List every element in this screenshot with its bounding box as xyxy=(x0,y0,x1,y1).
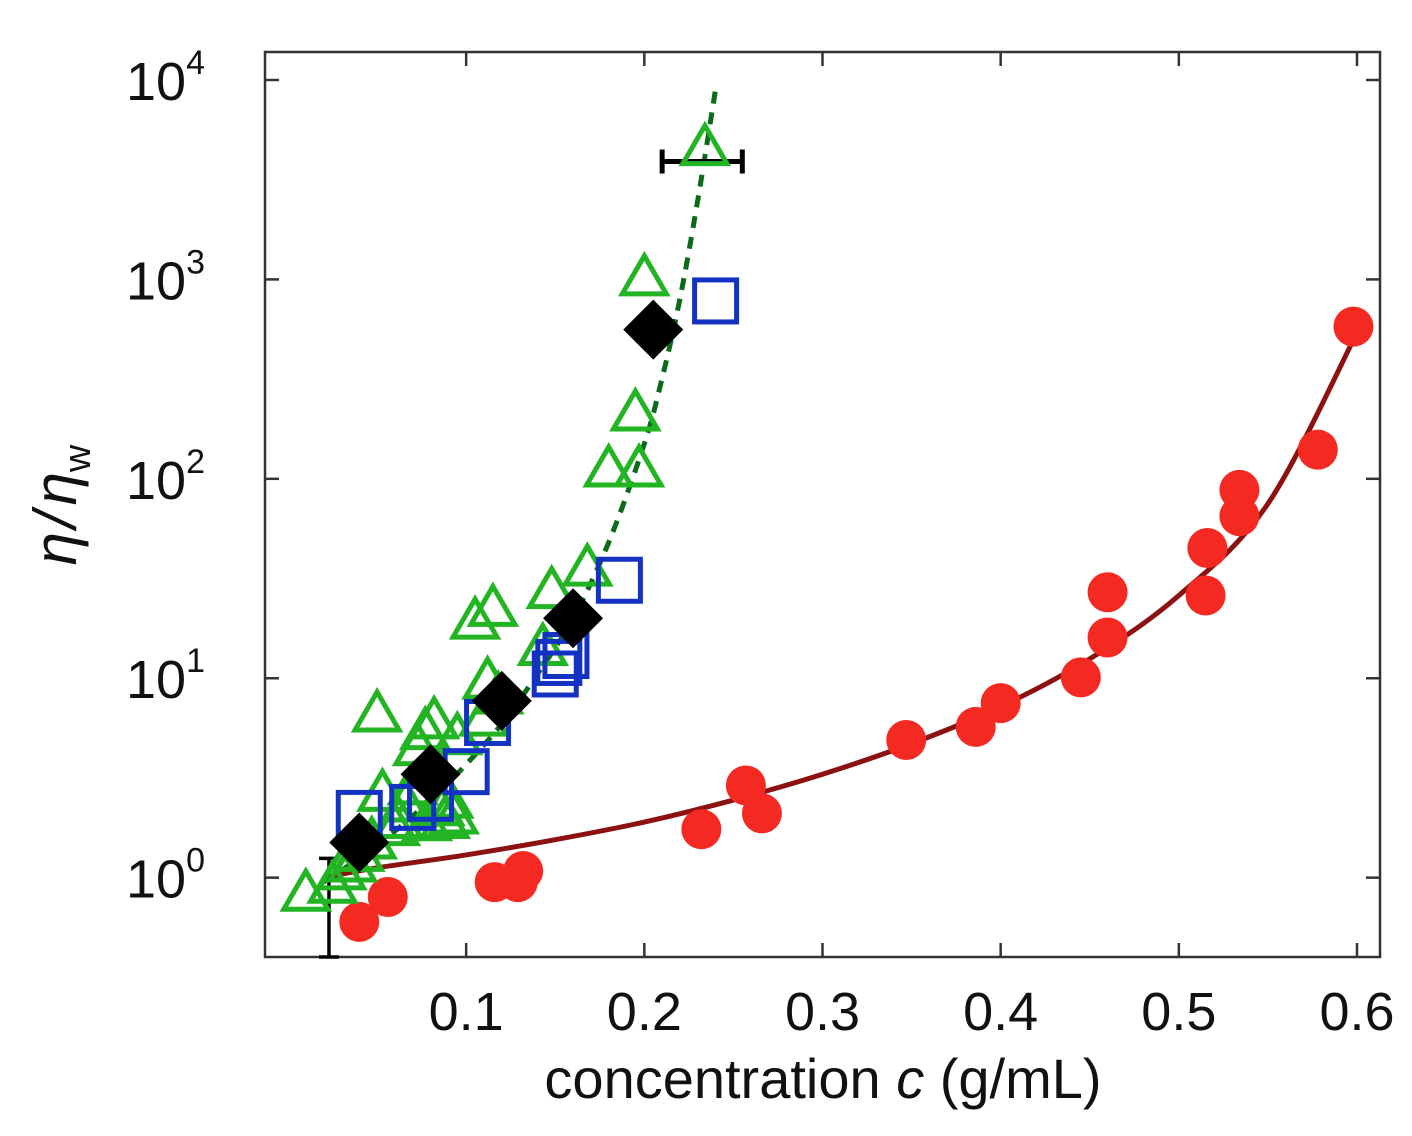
green-triangle-point xyxy=(427,789,481,835)
y-tick-label: 102 xyxy=(126,443,205,511)
x-tick-label: 0.1 xyxy=(429,982,504,1042)
green-triangle-point xyxy=(560,541,614,587)
blue-square-point xyxy=(692,277,740,325)
y-axis-title: η/ηw xyxy=(22,444,99,565)
x-tick-label: 0.2 xyxy=(607,982,682,1042)
red-solid-fit-line xyxy=(323,331,1360,881)
green-triangle-point xyxy=(407,693,461,740)
green-triangle-point xyxy=(350,686,404,733)
fit-curves xyxy=(322,88,1360,885)
red-circle-point xyxy=(367,876,408,917)
red-circle-point xyxy=(886,720,927,761)
blue-square-point xyxy=(595,556,643,604)
red-circle-point xyxy=(339,901,380,942)
red-circle-point xyxy=(1087,617,1128,658)
red-circle-point xyxy=(681,809,722,850)
y-tick-label: 101 xyxy=(126,642,205,710)
axis-ticks: 0.1 0.2 0.3 0.4 0.5 0.6 100 101 102 103 104 xyxy=(126,44,1395,1042)
black-diamond-point xyxy=(329,812,390,873)
x-tick-label: 0.6 xyxy=(1319,982,1394,1042)
green-triangle-point xyxy=(612,442,666,488)
x-tick-label: 0.5 xyxy=(1141,982,1216,1042)
black-diamond-point xyxy=(543,588,604,649)
green-triangle-point xyxy=(525,563,579,610)
y-tick-label: 100 xyxy=(126,842,205,910)
x-axis-title: concentration c (g/mL) xyxy=(544,1047,1101,1110)
red-circle-point xyxy=(980,683,1021,724)
blue-square-point xyxy=(531,650,579,698)
y-tick-label: 104 xyxy=(126,44,205,112)
green-triangle-point xyxy=(448,594,502,640)
blue-square-point xyxy=(535,638,583,686)
red-circle-point xyxy=(503,850,544,891)
x-tick-label: 0.4 xyxy=(963,982,1038,1042)
green-triangle-point xyxy=(678,120,732,167)
x-tick-label: 0.3 xyxy=(785,982,860,1042)
red-circle-point xyxy=(1219,469,1260,510)
red-circle-point xyxy=(1187,527,1228,568)
black-diamond-point xyxy=(400,744,461,805)
green-triangle-point xyxy=(609,386,662,432)
red-circle-point xyxy=(1060,657,1101,698)
red-circle-point xyxy=(1087,572,1128,613)
green-triangle-point xyxy=(466,581,520,627)
red-circle-point xyxy=(1185,575,1226,616)
red-circle-point xyxy=(1297,429,1338,470)
green-triangle-point xyxy=(582,442,636,488)
red-circle-point xyxy=(1333,306,1374,347)
green-triangle-point xyxy=(617,250,671,297)
black-diamond-point xyxy=(471,670,532,731)
y-tick-label: 103 xyxy=(126,243,205,311)
black-diamond-point xyxy=(623,299,684,360)
red-circle-point xyxy=(741,793,782,834)
red-circle-point xyxy=(955,706,996,747)
data-points xyxy=(279,120,1374,942)
